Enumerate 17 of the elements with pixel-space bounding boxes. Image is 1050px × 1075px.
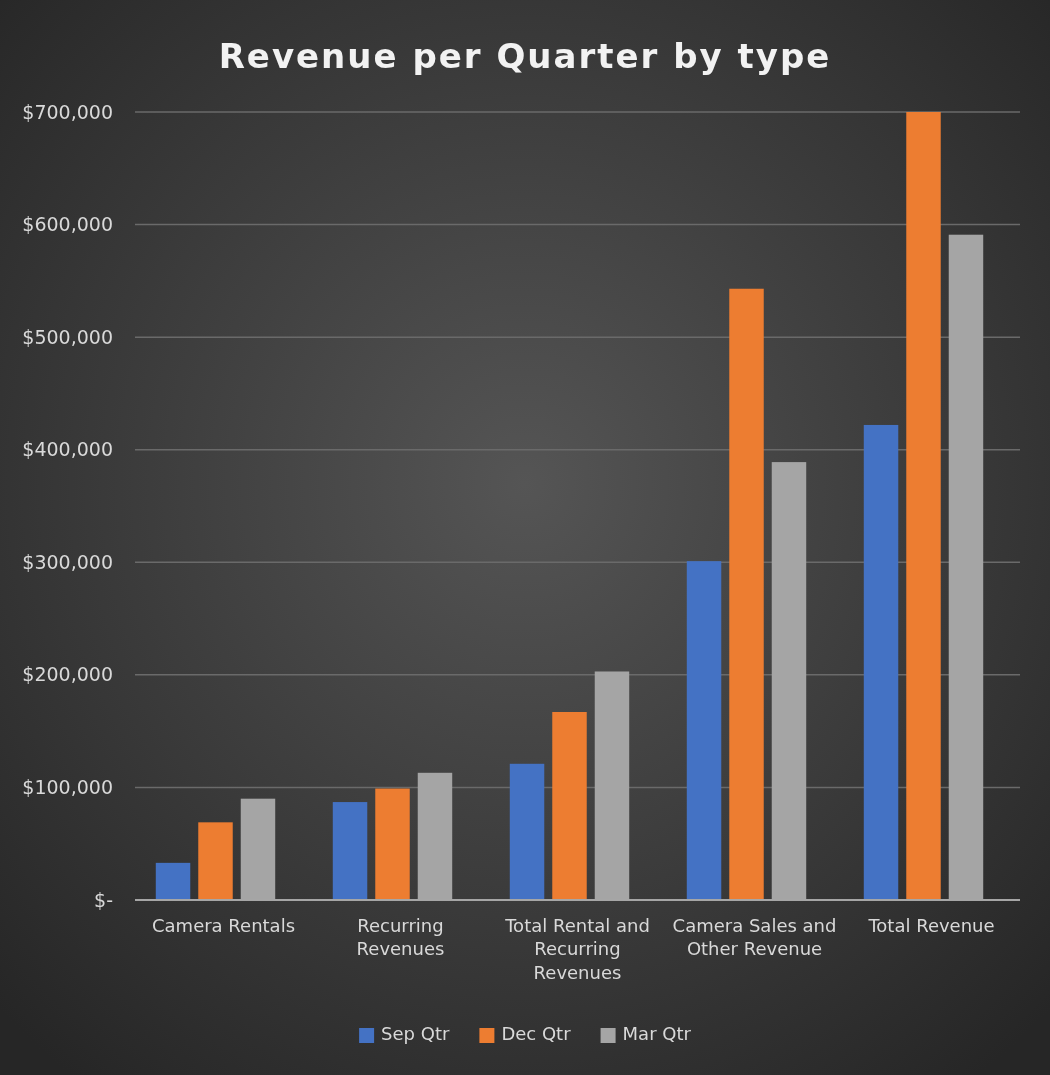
x-tick-label: Recurring Revenues	[356, 914, 445, 960]
y-tick-label: $700,000	[22, 100, 113, 123]
y-tick-label: $200,000	[22, 663, 113, 686]
y-tick-label: $-	[94, 888, 113, 911]
y-tick-label: $600,000	[22, 213, 113, 236]
y-tick-label: $400,000	[22, 438, 113, 461]
chart-title: Revenue per Quarter by type	[218, 36, 832, 76]
x-tick-label: Total Revenue	[867, 914, 995, 936]
x-tick-label: Total Rental and Recurring Revenues	[504, 914, 650, 983]
y-tick-label: $500,000	[22, 325, 113, 348]
legend-label: Sep Qtr	[381, 1023, 450, 1044]
x-tick-label: Camera Sales and Other Revenue	[672, 914, 837, 960]
legend-label: Mar Qtr	[622, 1023, 692, 1044]
x-tick-label: Camera Rentals	[151, 914, 296, 936]
legend-label: Dec Qtr	[501, 1023, 572, 1044]
y-tick-label: $100,000	[22, 776, 113, 799]
y-tick-label: $300,000	[22, 550, 113, 573]
